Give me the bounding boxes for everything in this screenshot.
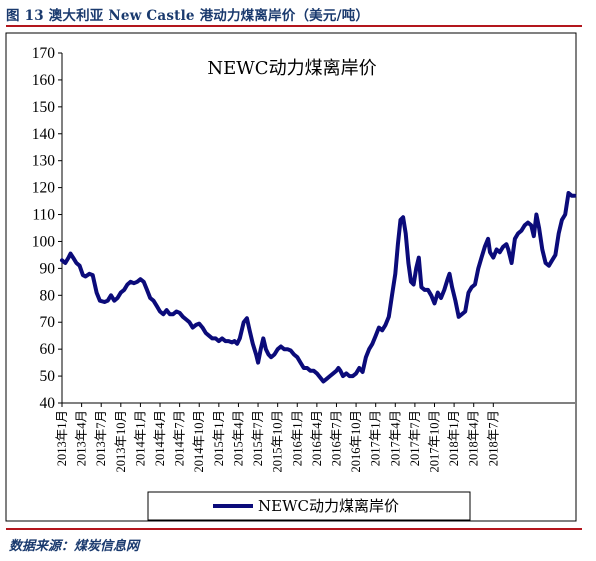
y-tick-label: 150: [32, 99, 56, 116]
x-tick-label: 2017年4月: [388, 410, 402, 466]
x-tick-label: 2015年1月: [212, 410, 226, 466]
y-tick-label: 110: [32, 207, 55, 224]
y-tick-label: 170: [32, 45, 56, 62]
y-tick-label: 60: [40, 341, 56, 358]
chart-outer-frame: [5, 32, 577, 522]
x-tick-label: 2015年7月: [251, 410, 265, 466]
x-tick-label: 2013年10月: [114, 410, 128, 473]
x-tick-label: 2017年10月: [427, 410, 441, 473]
y-tick-label: 80: [40, 287, 56, 304]
x-tick-label: 2018年4月: [467, 410, 481, 466]
x-tick-label: 2016年10月: [349, 410, 363, 473]
y-tick-label: 40: [40, 395, 56, 412]
legend-label: NEWC动力煤离岸价: [258, 497, 399, 515]
y-tick-label: 120: [32, 180, 56, 197]
y-tick-label: 100: [32, 233, 56, 250]
bottom-rule: [6, 528, 582, 530]
y-tick-label: 50: [40, 368, 56, 385]
figure-title: 图 13 澳大利亚 New Castle 港动力煤离岸价（美元/吨）: [6, 8, 370, 24]
x-tick-label: 2015年4月: [231, 410, 245, 466]
x-tick-label: 2017年7月: [408, 410, 422, 466]
legend: NEWC动力煤离岸价: [147, 491, 471, 521]
chart-title: NEWC动力煤离岸价: [207, 58, 376, 79]
x-tick-label: 2013年4月: [75, 410, 89, 466]
x-tick-label: 2014年4月: [153, 410, 167, 466]
x-tick-label: 2013年7月: [94, 410, 108, 466]
y-tick-label: 140: [32, 126, 56, 143]
x-tick-label: 2014年10月: [192, 410, 206, 473]
top-rule: [6, 25, 582, 27]
x-tick-label: 2016年7月: [329, 410, 343, 466]
y-tick-label: 90: [40, 260, 56, 277]
data-source: 数据来源：煤炭信息网: [9, 539, 140, 554]
x-tick-label: 2016年4月: [310, 410, 324, 466]
y-axis: 40 50 60 70 80 90 100 110 120 130 140 150 160 170: [32, 45, 63, 412]
series-line-newc: [60, 191, 577, 384]
x-tick-label: 2018年1月: [447, 410, 461, 466]
y-tick-label: 160: [32, 72, 56, 89]
x-tick-label: 2014年7月: [173, 410, 187, 466]
x-tick-label: 2013年1月: [55, 410, 69, 466]
x-axis: 2013年1月 2013年4月 2013年7月 2013年10月 2014年1月 2014…: [55, 402, 575, 473]
x-tick-label: 2016年1月: [290, 410, 304, 466]
x-tick-label: 2018年7月: [486, 410, 500, 466]
x-tick-label: 2017年1月: [369, 410, 383, 466]
x-tick-label: 2015年10月: [271, 410, 285, 473]
legend-box: [147, 491, 471, 521]
y-tick-label: 70: [40, 314, 56, 331]
x-tick-label: 2014年1月: [133, 410, 147, 466]
y-tick-label: 130: [32, 153, 56, 170]
